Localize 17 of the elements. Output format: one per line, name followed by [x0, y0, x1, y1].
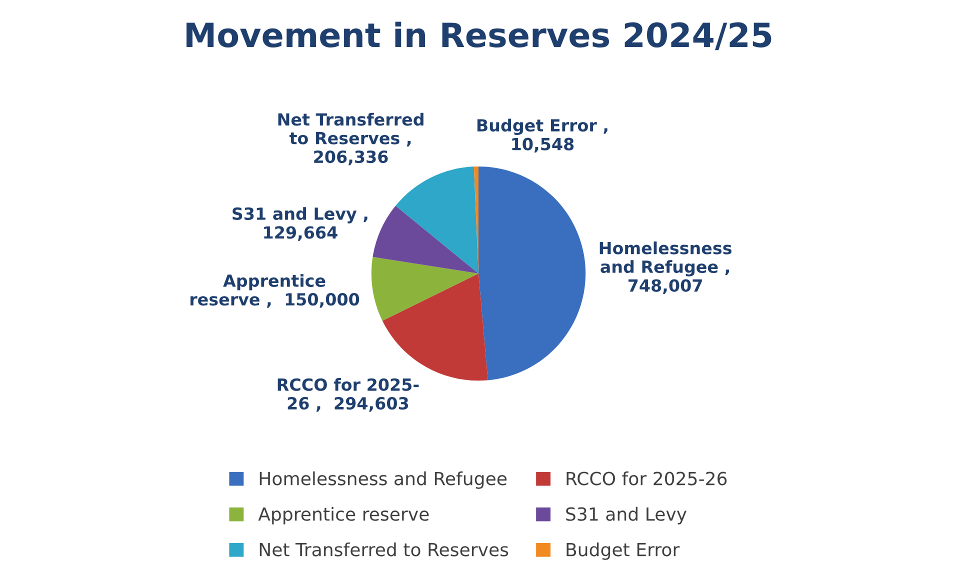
data-label: Net Transferred to Reserves , 206,336: [278, 112, 424, 166]
legend-label: RCCO for 2025-26: [566, 471, 727, 486]
legend-label: Budget Error: [566, 542, 680, 560]
pie-slice: [372, 206, 478, 274]
pie-slice: [396, 166, 478, 274]
data-label: S31 and Levy , 129,664: [232, 207, 368, 241]
pie-slice: [371, 256, 478, 321]
data-label: RCCO for 2025- 26 , 294,603: [278, 378, 419, 412]
data-label: Budget Error , 10,548: [477, 118, 608, 153]
legend-label: Apprentice reserve: [258, 506, 429, 524]
legend-label: Homelessness and Refugee: [260, 471, 507, 489]
legend-label: S31 and Levy: [566, 506, 687, 524]
data-label: Homelessness and Refugee , 748,007: [600, 241, 732, 294]
pie-slice: [478, 166, 586, 380]
chart-title: Movement in Reserves 2024/25: [186, 22, 772, 50]
legend-label: Net Transferred to Reserves: [260, 542, 508, 556]
data-label: Apprentice reserve , 150,000: [190, 274, 360, 308]
